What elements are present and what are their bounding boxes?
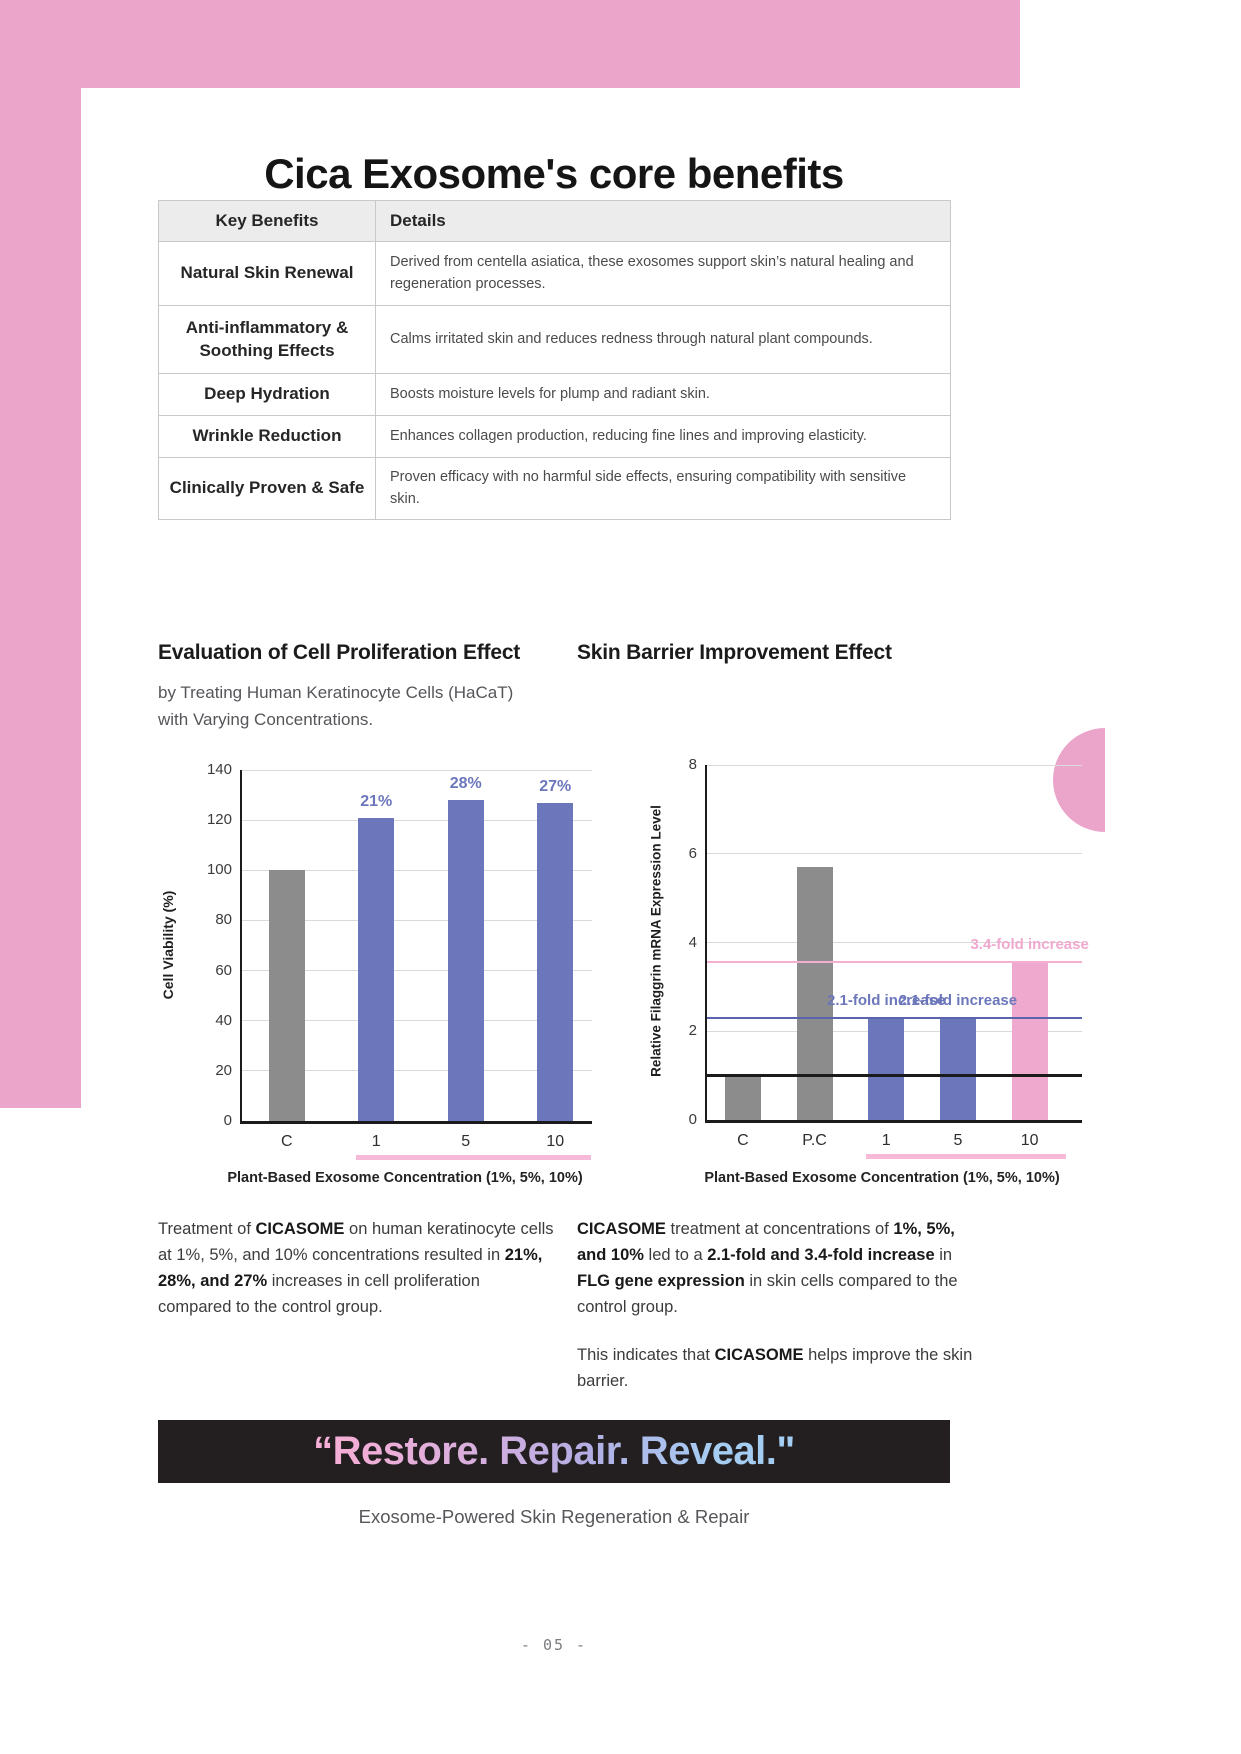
table-row: Natural Skin Renewal Derived from centell… xyxy=(158,241,951,306)
x-category-label: C xyxy=(280,1133,293,1150)
benefits-table-body: Natural Skin Renewal Derived from centell… xyxy=(158,241,951,520)
detail-cell: Calms irritated skin and reduces redness… xyxy=(375,305,951,374)
reference-line xyxy=(707,1016,1082,1019)
table-row: Clinically Proven & Safe Proven efficacy … xyxy=(158,457,951,520)
bar-C xyxy=(268,870,305,1121)
x-category-label: 5 xyxy=(953,1132,963,1149)
bar-C xyxy=(724,1075,761,1120)
column-header-key-benefits: Key Benefits xyxy=(158,200,376,242)
x-category-label: 10 xyxy=(546,1133,565,1150)
table-row: Deep Hydration Boosts moisture levels for… xyxy=(158,373,951,416)
right-analysis-paragraph-2: This indicates that CICASOME helps impro… xyxy=(577,1346,973,1390)
y-tick-label: 60 xyxy=(215,961,232,979)
y-tick-label: 120 xyxy=(206,811,232,829)
left-analysis-paragraph: Treatment of CICASOME on human keratinoc… xyxy=(158,1220,554,1316)
right-chart-x-axis-caption: Plant-Based Exosome Concentration (1%, 5… xyxy=(704,1170,1060,1186)
right-analysis: CICASOME treatment at concentrations of … xyxy=(577,1216,973,1416)
fold-increase-annotation: 3.4-fold increase xyxy=(970,936,1089,954)
y-tick-label: 8 xyxy=(688,756,697,773)
y-tick-label: 0 xyxy=(688,1111,697,1128)
y-tick-label: 100 xyxy=(206,861,232,879)
grid-line xyxy=(242,919,592,921)
y-tick-label: 4 xyxy=(688,933,697,951)
bar-P.C xyxy=(796,867,833,1120)
grid-line xyxy=(242,1020,592,1022)
bar-1 xyxy=(358,817,395,1121)
grid-line xyxy=(242,769,592,771)
left-pink-band xyxy=(0,0,81,1108)
bar-1 xyxy=(868,1017,905,1120)
benefit-cell: Deep Hydration xyxy=(158,373,376,416)
grid-line xyxy=(707,942,1082,943)
reference-line xyxy=(707,1074,1082,1077)
table-header-row: Key Benefits Details xyxy=(158,200,951,242)
fold-increase-annotation: 2.1-fold increase xyxy=(898,991,1018,1009)
page-number: - 05 - xyxy=(520,1636,588,1654)
y-tick-label: 2 xyxy=(688,1022,697,1040)
bar-10 xyxy=(537,802,574,1121)
bar-value-label: 27% xyxy=(539,777,572,795)
detail-cell: Proven efficacy with no harmful side eff… xyxy=(375,457,951,520)
grid-line xyxy=(242,819,592,821)
page-title: Cica Exosome's core benefits xyxy=(264,150,844,198)
left-chart-y-axis-label: Cell Viability (%) xyxy=(160,890,176,1000)
bar-value-label: 28% xyxy=(449,775,482,793)
y-tick-label: 80 xyxy=(215,911,232,929)
left-chart-title: Evaluation of Cell Proliferation Effect xyxy=(158,641,521,664)
tagline: Exosome-Powered Skin Regeneration & Repa… xyxy=(358,1506,750,1527)
y-tick-label: 40 xyxy=(215,1011,232,1029)
detail-cell: Enhances collagen production, reducing f… xyxy=(375,415,951,458)
benefit-cell: Anti-inflammatory & Soothing Effects xyxy=(158,305,376,374)
highlight-underline xyxy=(356,1155,592,1160)
grid-line xyxy=(707,764,1082,766)
highlight-underline xyxy=(866,1154,1066,1159)
y-tick-label: 140 xyxy=(206,761,232,778)
fold-increase-annotation: 2.1-fold increase xyxy=(827,991,946,1009)
grid-line xyxy=(242,970,592,972)
bar-10 xyxy=(1011,962,1048,1120)
y-tick-label: 0 xyxy=(223,1112,232,1129)
y-tick-label: 6 xyxy=(688,844,697,862)
benefit-cell: Wrinkle Reduction xyxy=(158,415,376,458)
table-row: Anti-inflammatory & Soothing Effects Calm… xyxy=(158,305,951,374)
benefits-table: Key Benefits Details Natural Skin Renewa… xyxy=(158,200,951,520)
cell-proliferation-bar-chart: 0 20 40 60 80 100 120 140 C 21% 1 28% 5 27% 10 xyxy=(207,761,592,1160)
detail-cell: Derived from centella asiatica, these ex… xyxy=(375,241,951,306)
y-tick-label: 20 xyxy=(215,1061,232,1079)
left-chart-subtitle: by Treating Human Keratinocyte Cells (Ha… xyxy=(158,683,514,730)
skin-barrier-bar-chart: 0 2 4 6 8 C P.C 1 5 10 2.1-fold increase 2.1-fold i… xyxy=(689,756,1089,1159)
benefit-cell: Natural Skin Renewal xyxy=(158,241,376,306)
top-pink-band xyxy=(0,0,1020,88)
x-category-label: 1 xyxy=(371,1133,381,1150)
column-header-details: Details xyxy=(375,200,951,242)
x-category-label: P.C xyxy=(802,1132,827,1149)
quote-text: “Restore. Repair. Reveal." xyxy=(313,1420,795,1483)
x-category-label: 10 xyxy=(1020,1132,1039,1149)
x-category-label: 1 xyxy=(881,1132,891,1149)
bar-5 xyxy=(447,800,484,1121)
grid-line xyxy=(242,869,592,871)
bar-value-label: 21% xyxy=(360,792,393,810)
right-chart-title: Skin Barrier Improvement Effect xyxy=(577,641,892,664)
benefit-cell: Clinically Proven & Safe xyxy=(158,457,376,520)
reference-line xyxy=(707,960,1082,964)
detail-cell: Boosts moisture levels for plump and rad… xyxy=(375,373,951,416)
x-category-label: C xyxy=(737,1132,749,1149)
x-category-label: 5 xyxy=(461,1133,471,1150)
table-row: Wrinkle Reduction Enhances collagen produ… xyxy=(158,415,951,458)
bar-5 xyxy=(939,1017,976,1120)
grid-line xyxy=(707,853,1082,855)
right-analysis-paragraph-1: CICASOME treatment at concentrations of … xyxy=(577,1220,958,1316)
left-chart-x-axis-caption: Plant-Based Exosome Concentration (1%, 5… xyxy=(227,1170,583,1186)
grid-line xyxy=(242,1070,592,1072)
quote-banner: “Restore. Repair. Reveal." xyxy=(158,1420,950,1483)
